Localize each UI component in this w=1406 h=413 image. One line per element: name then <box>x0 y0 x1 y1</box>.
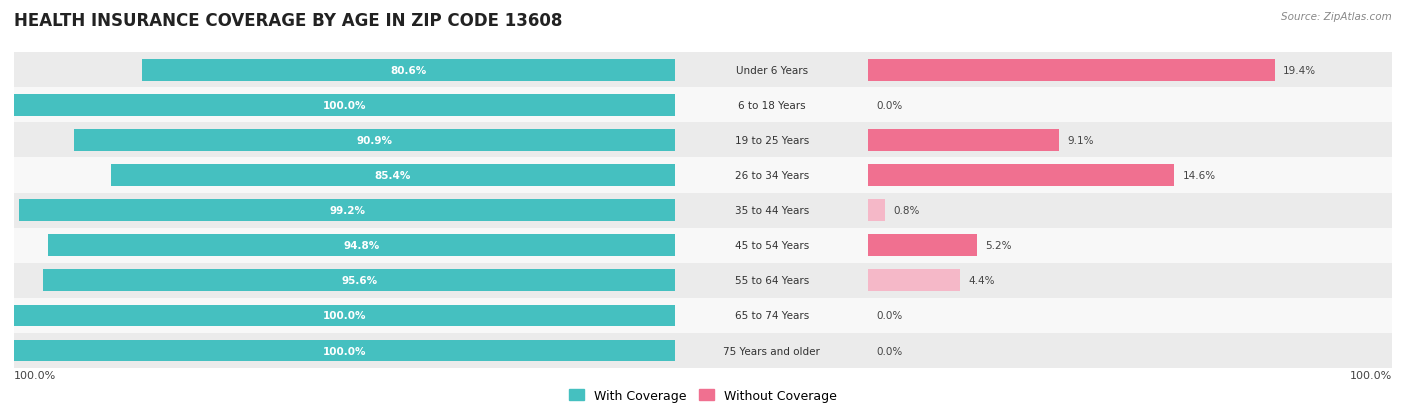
Bar <box>869 200 886 221</box>
Text: 45 to 54 Years: 45 to 54 Years <box>735 241 808 251</box>
Text: 100.0%: 100.0% <box>14 370 56 380</box>
Text: 5.2%: 5.2% <box>986 241 1012 251</box>
Bar <box>20 200 675 221</box>
Bar <box>869 263 1392 298</box>
Bar <box>14 298 675 333</box>
Bar <box>675 333 869 368</box>
Text: 100.0%: 100.0% <box>1350 370 1392 380</box>
Bar <box>869 88 1392 123</box>
Bar <box>675 298 869 333</box>
Text: 94.8%: 94.8% <box>344 241 380 251</box>
Bar <box>869 298 1392 333</box>
Bar <box>14 333 675 368</box>
Bar <box>869 228 1392 263</box>
Bar <box>869 158 1392 193</box>
Bar <box>869 123 1392 158</box>
Text: 19.4%: 19.4% <box>1284 66 1316 76</box>
Text: 4.4%: 4.4% <box>969 275 995 286</box>
Bar <box>675 158 869 193</box>
Bar <box>75 130 675 152</box>
Text: 99.2%: 99.2% <box>329 206 366 216</box>
Text: 26 to 34 Years: 26 to 34 Years <box>735 171 808 180</box>
Text: 0.8%: 0.8% <box>893 206 920 216</box>
Bar <box>14 95 675 116</box>
Bar <box>14 305 675 327</box>
Bar <box>675 263 869 298</box>
Bar <box>14 228 675 263</box>
Text: 0.0%: 0.0% <box>877 346 903 356</box>
Bar <box>869 193 1392 228</box>
Bar <box>869 270 960 292</box>
Bar <box>675 228 869 263</box>
Text: 0.0%: 0.0% <box>877 101 903 111</box>
Text: 19 to 25 Years: 19 to 25 Years <box>735 135 808 146</box>
Bar <box>48 235 675 256</box>
Text: 14.6%: 14.6% <box>1182 171 1216 180</box>
Text: Source: ZipAtlas.com: Source: ZipAtlas.com <box>1281 12 1392 22</box>
Text: 80.6%: 80.6% <box>391 66 427 76</box>
Bar <box>14 158 675 193</box>
Bar <box>111 165 675 187</box>
Legend: With Coverage, Without Coverage: With Coverage, Without Coverage <box>564 384 842 407</box>
Text: 100.0%: 100.0% <box>323 346 367 356</box>
Text: HEALTH INSURANCE COVERAGE BY AGE IN ZIP CODE 13608: HEALTH INSURANCE COVERAGE BY AGE IN ZIP … <box>14 12 562 30</box>
Bar <box>675 193 869 228</box>
Bar <box>14 53 675 88</box>
Bar <box>142 60 675 81</box>
Text: 100.0%: 100.0% <box>323 311 367 320</box>
Text: 35 to 44 Years: 35 to 44 Years <box>735 206 808 216</box>
Text: 9.1%: 9.1% <box>1067 135 1094 146</box>
Bar <box>675 53 869 88</box>
Text: Under 6 Years: Under 6 Years <box>735 66 808 76</box>
Text: 95.6%: 95.6% <box>342 275 377 286</box>
Bar <box>869 165 1174 187</box>
Bar <box>14 193 675 228</box>
Bar <box>44 270 675 292</box>
Text: 75 Years and older: 75 Years and older <box>724 346 820 356</box>
Bar <box>675 88 869 123</box>
Bar <box>869 60 1275 81</box>
Bar <box>14 88 675 123</box>
Text: 55 to 64 Years: 55 to 64 Years <box>735 275 808 286</box>
Bar <box>869 53 1392 88</box>
Text: 6 to 18 Years: 6 to 18 Years <box>738 101 806 111</box>
Text: 65 to 74 Years: 65 to 74 Years <box>735 311 808 320</box>
Bar <box>14 263 675 298</box>
Text: 100.0%: 100.0% <box>323 101 367 111</box>
Text: 85.4%: 85.4% <box>375 171 411 180</box>
Bar <box>869 333 1392 368</box>
Bar <box>869 235 977 256</box>
Text: 0.0%: 0.0% <box>877 311 903 320</box>
Bar <box>869 130 1059 152</box>
Bar <box>14 123 675 158</box>
Text: 90.9%: 90.9% <box>357 135 392 146</box>
Bar <box>14 340 675 361</box>
Bar <box>675 123 869 158</box>
